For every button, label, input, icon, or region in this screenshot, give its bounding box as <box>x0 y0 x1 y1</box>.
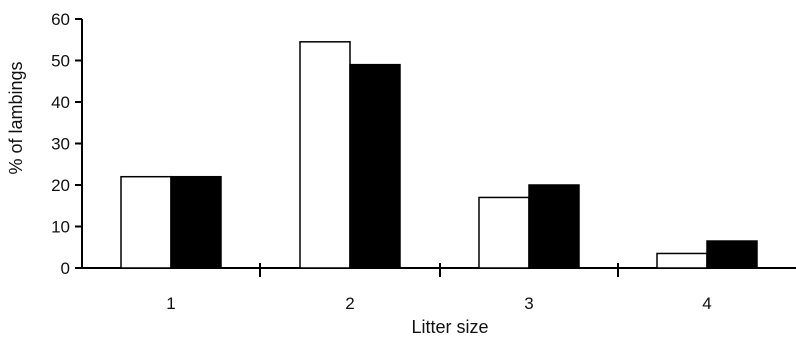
y-tick-label: 0 <box>61 259 70 278</box>
y-tick-label: 10 <box>51 218 70 237</box>
labels: 0 10 20 30 40 50 60 1 2 3 4 <box>51 10 712 313</box>
y-axis-title: % of lambings <box>6 61 26 174</box>
bar-4-solid <box>706 240 758 269</box>
y-tick-label: 20 <box>51 176 70 195</box>
bar-3-open <box>478 196 530 269</box>
bar-3-solid <box>528 184 580 269</box>
y-tick-label: 60 <box>51 10 70 29</box>
bar-2-solid <box>349 63 401 269</box>
bar-1-solid <box>170 175 222 269</box>
x-tick-label: 1 <box>166 294 175 313</box>
x-tick-label: 4 <box>702 294 711 313</box>
bar-2-open <box>299 41 351 269</box>
y-tick-label: 50 <box>51 52 70 71</box>
x-tick-label: 2 <box>345 294 354 313</box>
x-tick-label: 3 <box>524 294 533 313</box>
bar-4-open <box>656 252 708 269</box>
y-tick-label: 40 <box>51 93 70 112</box>
x-axis-title: Litter size <box>411 317 488 337</box>
bar-1-open <box>120 175 172 269</box>
bars <box>120 41 758 269</box>
y-tick-label: 30 <box>51 135 70 154</box>
